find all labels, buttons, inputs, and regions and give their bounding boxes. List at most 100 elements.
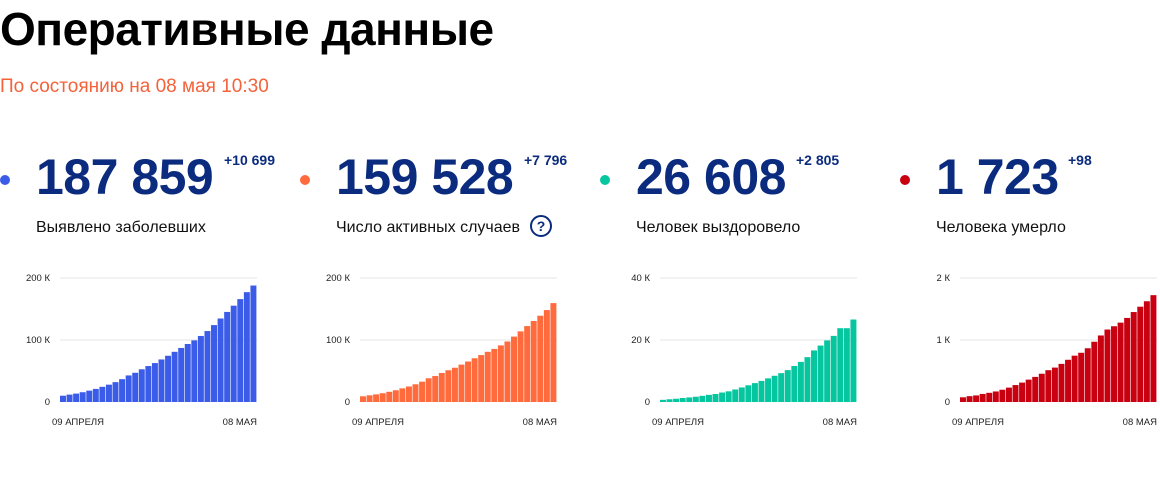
bar <box>138 369 145 402</box>
bar <box>738 387 745 402</box>
bar <box>550 303 557 402</box>
bar <box>1124 317 1131 402</box>
bar <box>1091 341 1098 402</box>
chart-recovered: 0 20 К 40 К 09 АПРЕЛЯ 08 МАЯ <box>631 273 857 428</box>
bar <box>791 365 798 402</box>
x-tick-label: 09 АПРЕЛЯ <box>952 417 1004 428</box>
bar <box>679 398 686 402</box>
x-tick-label: 08 МАЯ <box>1123 417 1157 428</box>
bar <box>386 391 393 402</box>
bar <box>438 372 445 402</box>
bar <box>379 393 386 402</box>
stat-delta: +98 <box>1068 152 1092 168</box>
bar <box>1104 329 1111 402</box>
bar <box>471 358 478 402</box>
chart-active: 0 100 К 200 К 09 АПРЕЛЯ 08 МАЯ <box>326 273 557 428</box>
bar <box>797 361 804 402</box>
bar <box>465 361 472 402</box>
bar <box>451 367 458 402</box>
stat-card-active: 159 528 +7 796 Число активных случаев ? … <box>300 140 590 440</box>
bar <box>1111 326 1117 402</box>
bar <box>204 331 211 402</box>
bar <box>145 366 152 402</box>
bar <box>425 378 432 402</box>
bar <box>230 305 237 402</box>
bar <box>511 336 517 402</box>
bar <box>405 386 412 402</box>
chart-deaths: 0 1 К 2 К 09 АПРЕЛЯ 08 МАЯ <box>937 273 1158 428</box>
bar <box>804 357 811 402</box>
bar <box>1097 335 1104 402</box>
stat-value: 159 528 <box>336 149 514 205</box>
bar <box>966 396 973 402</box>
bar <box>765 378 772 402</box>
bar <box>92 388 99 402</box>
bar <box>692 396 699 402</box>
status-dot <box>600 175 610 185</box>
bar <box>73 393 80 402</box>
bar <box>719 392 726 402</box>
bar <box>412 384 419 402</box>
bar <box>445 370 452 402</box>
bar <box>165 355 172 402</box>
bar <box>1058 363 1065 402</box>
y-tick-label: 2 К <box>937 273 951 284</box>
bar <box>86 390 93 402</box>
bar <box>824 340 831 402</box>
bar <box>250 285 257 402</box>
bar <box>517 331 524 402</box>
y-tick-label: 200 К <box>326 273 350 284</box>
x-tick-label: 09 АПРЕЛЯ <box>52 417 104 428</box>
bar <box>119 379 126 402</box>
bar <box>1038 373 1045 402</box>
stat-value: 1 723 <box>936 149 1059 205</box>
bar <box>660 399 666 402</box>
bar <box>224 311 231 402</box>
stat-card-recovered: 26 608 +2 805 Человек выздоровело 0 20 К 4… <box>600 140 890 440</box>
bar <box>1051 367 1058 402</box>
stat-value: 187 859 <box>36 149 214 205</box>
y-tick-label: 0 <box>645 397 650 408</box>
bar <box>132 372 139 402</box>
bar <box>784 370 791 402</box>
stat-label: Человека умерло <box>936 219 1066 236</box>
bar <box>197 335 204 402</box>
bar <box>217 318 224 402</box>
help-icon[interactable]: ? <box>530 215 552 237</box>
bar <box>1117 322 1124 402</box>
bar <box>732 389 739 402</box>
stat-delta: +10 699 <box>224 152 275 168</box>
y-tick-label: 20 К <box>631 335 650 346</box>
bar <box>105 384 112 402</box>
bar <box>986 392 993 402</box>
stat-delta: +7 796 <box>524 152 568 168</box>
stat-label: Выявлено заболевших <box>36 219 206 236</box>
bar <box>211 325 217 402</box>
y-tick-label: 40 К <box>631 273 650 284</box>
bar <box>979 393 986 402</box>
bar <box>673 398 680 402</box>
bar <box>537 315 544 402</box>
bar <box>725 391 732 402</box>
bar <box>491 348 498 402</box>
bar <box>243 292 250 402</box>
bar <box>392 390 399 402</box>
bar <box>778 373 785 402</box>
bar <box>758 380 765 402</box>
x-tick-label: 08 МАЯ <box>223 417 257 428</box>
x-tick-label: 09 АПРЕЛЯ <box>352 417 404 428</box>
bar <box>158 359 165 402</box>
bar <box>484 351 491 402</box>
bar <box>992 391 999 402</box>
bar <box>99 386 106 402</box>
bar <box>360 396 366 402</box>
page-subtitle: По состоянию на 08 мая 10:30 <box>0 76 269 97</box>
bar <box>184 343 191 402</box>
y-tick-label: 200 К <box>26 273 50 284</box>
x-tick-label: 09 АПРЕЛЯ <box>652 417 704 428</box>
bar <box>191 340 198 402</box>
page-title: Оперативные данные <box>0 3 494 55</box>
bar <box>999 389 1006 402</box>
bar <box>1045 370 1052 402</box>
stat-label: Человек выздоровело <box>636 219 801 236</box>
